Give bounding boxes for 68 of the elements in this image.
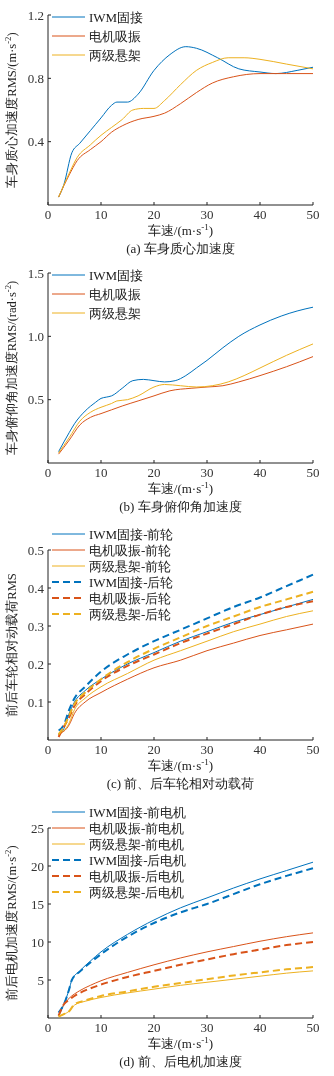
legend-label: 两级悬架 <box>89 306 141 321</box>
x-tick-label: 40 <box>253 207 267 222</box>
x-tick-label: 10 <box>94 742 108 757</box>
line-series <box>58 306 314 453</box>
y-tick-label: 1.5 <box>27 265 44 281</box>
x-tick-label: 10 <box>94 465 108 480</box>
legend-label: IWM固接-前轮 <box>89 527 174 542</box>
legend-label: 电机吸振-前电机 <box>89 821 185 836</box>
y-tick-label: 10 <box>31 934 44 950</box>
y-tick-label: 0.1 <box>27 694 44 710</box>
y-axis-title: 前后车轮相对动载荷RMS <box>5 573 19 717</box>
x-tick-label: 50 <box>306 1020 320 1035</box>
legend-label: 电机吸振-后轮 <box>89 591 172 606</box>
y-tick-label: 0.5 <box>27 392 44 408</box>
text: (d) 前、后电机加速度 <box>119 1054 242 1069</box>
y-tick-label: 0.2 <box>27 656 44 672</box>
y-tick-label: 1.2 <box>27 7 44 23</box>
legend-label: 两级悬架-前电机 <box>89 837 185 852</box>
legend-label: IWM固接-后电机 <box>89 853 187 868</box>
legend-label: 两级悬架-前轮 <box>89 559 172 574</box>
x-tick-label: 30 <box>200 1020 214 1035</box>
x-tick-label: 0 <box>44 207 52 222</box>
x-tick-label: 30 <box>200 742 214 757</box>
x-axis-title: 车速/(m·s$^{-1}$) <box>147 480 214 496</box>
y-tick-label: 25 <box>31 820 44 836</box>
x-tick-label: 50 <box>306 465 320 480</box>
legend-label: 两级悬架-后电机 <box>89 885 185 900</box>
x-tick-label: 0 <box>44 465 52 480</box>
y-tick-label: 0.5 <box>27 542 44 558</box>
x-tick-label: 40 <box>253 1020 267 1035</box>
x-axis-title: 车速/(m·s$^{-1}$) <box>147 1035 214 1051</box>
x-tick-label: 20 <box>147 207 161 222</box>
legend-label: 两级悬架-后轮 <box>89 607 172 622</box>
legend-label: IWM固接 <box>89 268 144 283</box>
legend-label: 电机吸振-后电机 <box>89 869 185 884</box>
x-tick-label: 50 <box>306 207 320 222</box>
x-tick-label: 40 <box>253 742 267 757</box>
x-axis-title: 车速/(m·s$^{-1}$) <box>147 222 214 238</box>
legend-label: IWM固接-前电机 <box>89 805 187 820</box>
legend-label: IWM固接-后轮 <box>89 575 174 590</box>
legend-label: 电机吸振 <box>89 287 141 302</box>
text: (c) 前、后车轮相对动载荷 <box>106 776 255 791</box>
y-tick-label: 20 <box>31 858 44 874</box>
x-tick-label: 20 <box>147 742 161 757</box>
x-tick-label: 10 <box>94 1020 108 1035</box>
x-tick-label: 30 <box>200 207 214 222</box>
text: (a) 车身质心加速度 <box>126 241 235 256</box>
y-tick-label: 0.8 <box>27 70 44 86</box>
y-tick-label: 0.4 <box>27 134 45 150</box>
legend-label: 两级悬架 <box>89 48 141 63</box>
x-tick-label: 50 <box>306 742 320 757</box>
x-tick-label: 20 <box>147 465 161 480</box>
y-tick-label: 0.3 <box>27 618 44 634</box>
y-tick-label: 5 <box>37 972 44 988</box>
legend-label: 电机吸振-前轮 <box>89 543 172 558</box>
text: (b) 车身俯仰角加速度 <box>119 499 242 514</box>
legend-label: IWM固接 <box>89 10 144 25</box>
y-tick-label: 15 <box>31 896 44 912</box>
y-tick-label: 0.4 <box>27 580 45 596</box>
x-tick-label: 40 <box>253 465 267 480</box>
y-tick-label: 1.0 <box>27 328 44 344</box>
x-tick-label: 10 <box>94 207 108 222</box>
x-tick-label: 30 <box>200 465 214 480</box>
x-axis-title: 车速/(m·s$^{-1}$) <box>147 757 214 773</box>
x-tick-label: 20 <box>147 1020 161 1035</box>
legend-label: 电机吸振 <box>89 29 141 44</box>
x-tick-label: 0 <box>44 742 52 757</box>
x-tick-label: 0 <box>44 1020 52 1035</box>
